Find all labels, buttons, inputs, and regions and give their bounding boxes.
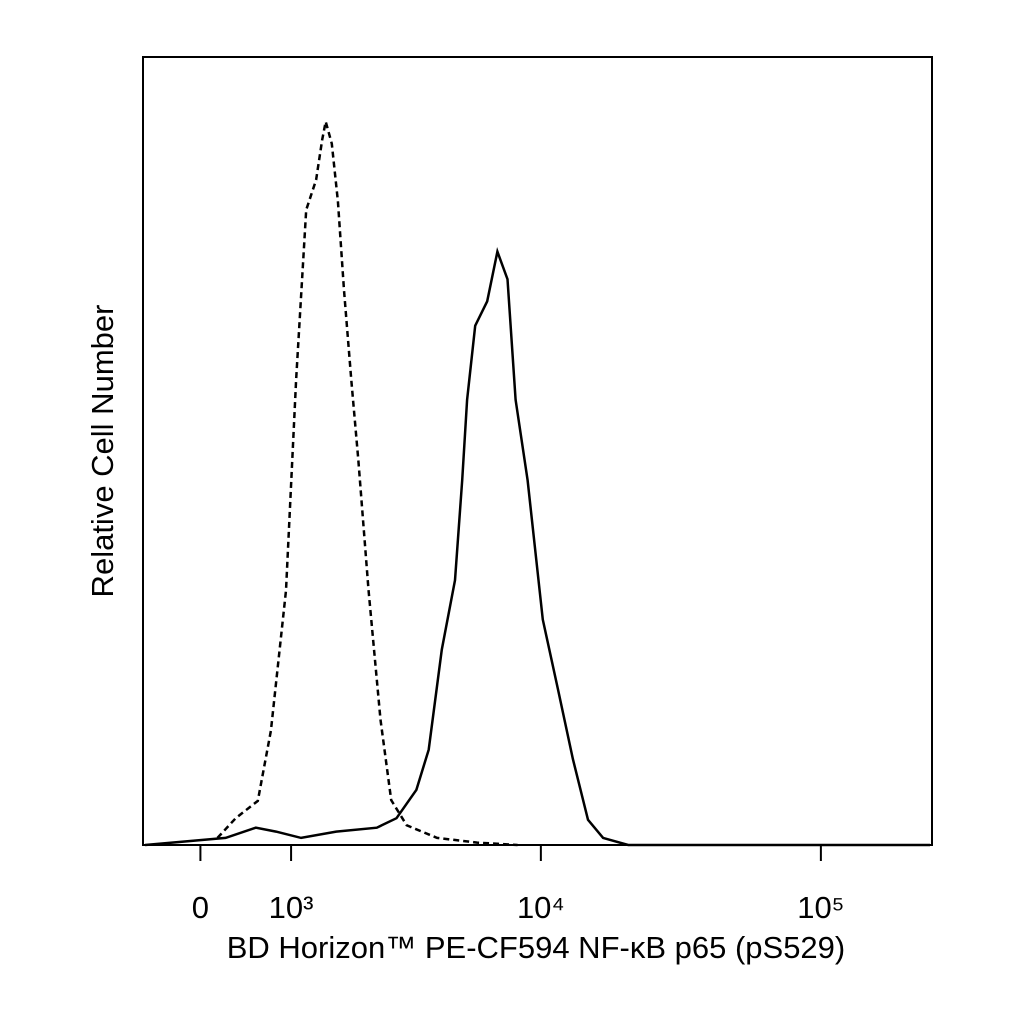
- histogram-line: [144, 247, 930, 847]
- x-tick-label: 10⁴: [517, 890, 565, 925]
- x-tick-label: 10³: [269, 890, 314, 925]
- x-axis-label: BD Horizon™ PE-CF594 NF-κB p65 (pS529): [227, 930, 846, 965]
- plot-frame: [142, 56, 933, 846]
- x-tick-label: 0: [192, 890, 209, 925]
- histogram-line: [216, 121, 518, 847]
- x-tick-label: 10⁵: [797, 890, 844, 925]
- y-axis-label: Relative Cell Number: [85, 305, 120, 598]
